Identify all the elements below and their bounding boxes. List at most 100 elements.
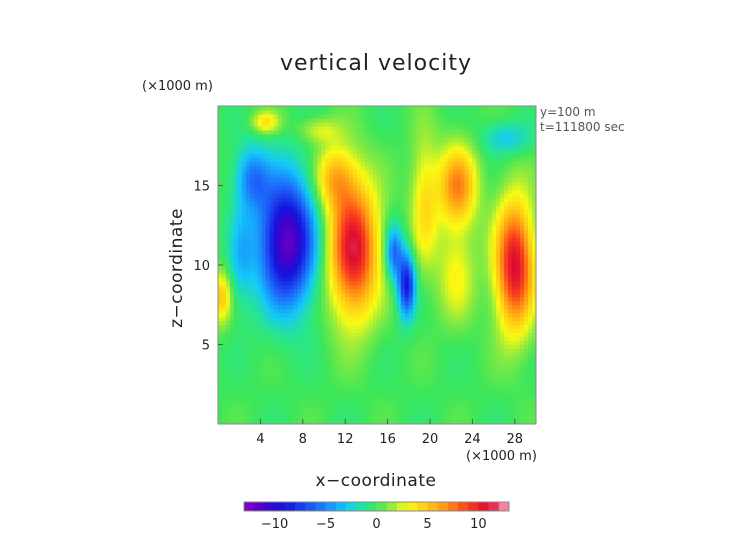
field-cell: [229, 280, 235, 286]
field-cell: [444, 233, 450, 238]
field-cell: [380, 106, 386, 111]
field-cell: [233, 265, 239, 270]
field-cell: [440, 157, 446, 163]
field-cell: [265, 261, 271, 266]
field-cell: [321, 280, 326, 286]
field-cell: [313, 121, 318, 127]
field-cell: [380, 137, 386, 143]
field-cell: [428, 245, 434, 250]
field-cell: [404, 257, 410, 262]
field-cell: [293, 241, 299, 246]
field-cell: [225, 284, 231, 290]
field-cell: [357, 193, 362, 199]
field-cell: [349, 181, 354, 187]
field-cell: [388, 396, 394, 401]
field-cell: [309, 113, 315, 119]
field-cell: [460, 364, 466, 369]
field-cell: [273, 129, 279, 135]
field-cell: [337, 113, 342, 119]
field-cell: [218, 129, 223, 135]
field-cell: [249, 340, 255, 346]
field-cell: [408, 384, 414, 389]
field-cell: [337, 348, 342, 354]
field-cell: [408, 237, 414, 242]
field-cell: [337, 265, 342, 270]
field-cell: [337, 157, 342, 163]
field-cell: [309, 404, 315, 409]
field-cell: [384, 292, 390, 298]
field-cell: [345, 249, 350, 254]
field-cell: [237, 296, 243, 302]
field-cell: [277, 129, 283, 135]
field-cell: [349, 245, 354, 250]
field-cell: [388, 292, 394, 298]
field-cell: [257, 181, 263, 187]
field-cell: [225, 348, 231, 354]
field-cell: [293, 213, 299, 218]
field-cell: [440, 241, 446, 246]
field-cell: [345, 324, 350, 330]
field-cell: [428, 201, 434, 206]
field-cell: [233, 288, 239, 294]
field-cell: [365, 296, 370, 302]
field-cell: [301, 332, 307, 338]
field-cell: [261, 380, 267, 385]
field-cell: [277, 185, 283, 191]
field-cell: [289, 109, 295, 115]
field-cell: [333, 257, 338, 262]
field-cell: [269, 241, 275, 246]
field-cell: [452, 193, 458, 199]
field-cell: [388, 181, 394, 187]
field-cell: [269, 121, 275, 127]
field-cell: [273, 328, 279, 334]
field-cell: [460, 336, 466, 342]
field-cell: [416, 416, 422, 421]
field-cell: [377, 157, 382, 163]
field-cell: [428, 312, 434, 318]
field-cell: [369, 324, 374, 330]
field-cell: [456, 253, 462, 258]
field-cell: [269, 217, 275, 222]
field-cell: [396, 412, 402, 417]
field-cell: [420, 133, 426, 139]
field-cell: [460, 237, 466, 242]
field-cell: [341, 380, 346, 385]
field-cell: [289, 229, 295, 234]
field-cell: [241, 408, 247, 413]
field-cell: [273, 193, 279, 199]
field-cell: [388, 380, 394, 385]
field-cell: [241, 169, 247, 175]
field-cell: [345, 344, 350, 350]
field-cell: [253, 420, 259, 424]
field-cell: [380, 296, 386, 302]
field-cell: [229, 300, 235, 306]
field-cell: [233, 420, 239, 424]
field-cell: [233, 181, 239, 187]
field-cell: [257, 288, 263, 294]
field-cell: [396, 106, 402, 111]
field-cell: [321, 205, 326, 210]
field-cell: [218, 272, 223, 278]
field-cell: [257, 233, 263, 238]
field-cell: [345, 225, 350, 230]
field-cell: [329, 109, 334, 115]
field-cell: [229, 241, 235, 246]
field-cell: [325, 261, 330, 266]
field-cell: [460, 352, 466, 358]
field-cell: [396, 340, 402, 346]
field-cell: [456, 233, 462, 238]
field-cell: [277, 169, 283, 175]
field-cell: [253, 416, 259, 421]
field-cell: [369, 388, 374, 393]
field-cell: [361, 185, 366, 191]
field-cell: [225, 308, 231, 314]
field-cell: [241, 272, 247, 278]
field-cell: [408, 197, 414, 202]
field-cell: [233, 312, 239, 318]
field-cell: [293, 384, 299, 389]
field-cell: [289, 380, 295, 385]
field-cell: [349, 109, 354, 115]
field-cell: [277, 272, 283, 278]
field-cell: [337, 328, 342, 334]
field-cell: [456, 332, 462, 338]
